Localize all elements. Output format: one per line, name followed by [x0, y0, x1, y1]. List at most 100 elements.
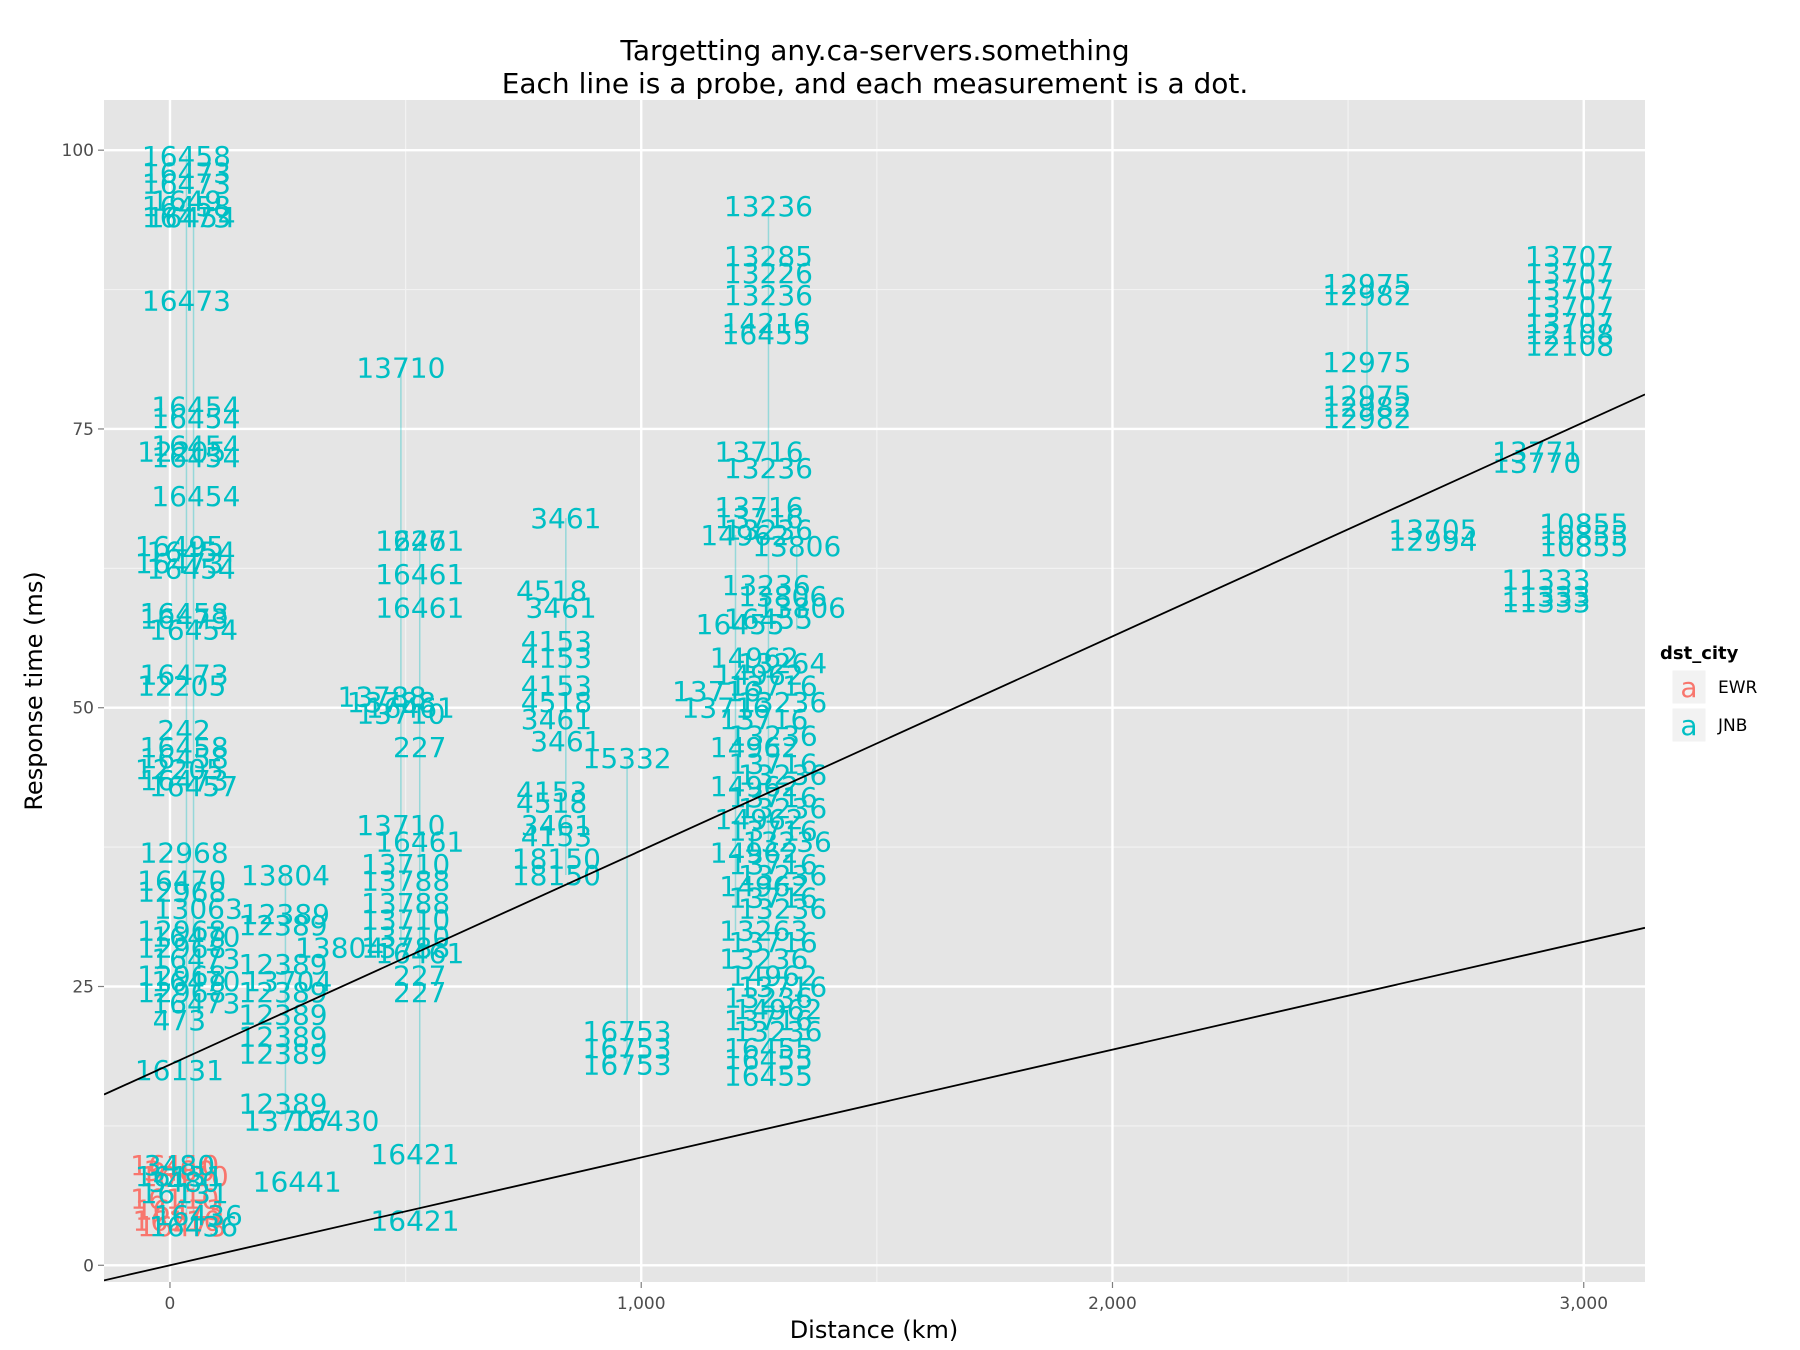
- data-point-jnb: 16470: [151, 965, 240, 998]
- data-point-jnb: 16473: [142, 201, 231, 234]
- data-point-jnb: 3480: [148, 1166, 219, 1199]
- data-point-jnb: 13716: [729, 926, 818, 959]
- data-point-jnb: 13804: [295, 931, 384, 964]
- data-point-jnb: 12975: [1322, 346, 1411, 379]
- data-point-jnb: 13710: [361, 848, 450, 881]
- data-point-jnb: 13236: [743, 826, 832, 859]
- data-point-jnb: 227: [393, 959, 446, 992]
- data-point-jnb: 13716: [682, 692, 771, 725]
- data-point-jnb: 4153: [521, 820, 592, 853]
- plot-panel: [104, 100, 1645, 1282]
- data-point-jnb: 13716: [715, 435, 804, 468]
- data-point-jnb: 13716: [738, 971, 827, 1004]
- data-point-jnb: 13716: [729, 781, 818, 814]
- data-point-jnb: 16461: [375, 524, 464, 557]
- data-point-jnb: 16473: [151, 943, 240, 976]
- data-point-jnb: 16473: [142, 156, 231, 189]
- data-point-jnb: 16436: [149, 1210, 238, 1243]
- data-point-jnb: 16421: [370, 1205, 459, 1238]
- data-point-jnb: 13804: [241, 859, 330, 892]
- data-point-jnb: 12389: [239, 1037, 328, 1070]
- y-tick-label: 100: [62, 141, 94, 161]
- data-point-jnb: 12968: [137, 876, 226, 909]
- data-point-jnb: 16473: [142, 168, 231, 201]
- legend-title: dst_city: [1660, 643, 1739, 664]
- data-point-jnb: 227: [393, 976, 446, 1009]
- data-point-jnb: 13236: [719, 943, 808, 976]
- data-point-jnb: 1649: [151, 184, 222, 217]
- data-point-jnb: 16458: [140, 731, 229, 764]
- data-point-jnb: 16454: [147, 552, 236, 585]
- data-point-jnb: 16473: [151, 987, 240, 1020]
- data-point-jnb: 12205: [135, 753, 224, 786]
- data-point-jnb: 16461: [375, 826, 464, 859]
- data-point-jnb: 14962: [729, 959, 818, 992]
- data-point-jnb: 13716: [715, 491, 804, 524]
- data-point-jnb: 3461: [530, 502, 601, 535]
- data-point-jnb: 13285: [724, 240, 813, 273]
- data-point-jnb: 3461: [530, 725, 601, 758]
- y-tick-label: 0: [83, 1256, 94, 1276]
- data-point-jnb: 13707: [243, 1104, 332, 1137]
- data-point-jnb: 16454: [151, 480, 240, 513]
- data-point-jnb: 13236: [733, 1015, 822, 1048]
- reference-lines: [104, 393, 1645, 1282]
- data-point-ewr: 16473: [137, 1210, 226, 1243]
- data-point-ewr: 16110: [140, 1160, 229, 1193]
- data-point-jnb: 16131: [135, 1054, 224, 1087]
- data-point-jnb: 12205: [137, 435, 226, 468]
- x-axis-title: Distance (km): [790, 1316, 959, 1344]
- data-point-jnb: 15332: [583, 742, 672, 775]
- data-point-jnb: 13236: [722, 569, 811, 602]
- data-point-ewr: 16110: [130, 1149, 219, 1182]
- x-axis: 0 1,000 2,000 3,000: [165, 1282, 1608, 1314]
- data-point-jnb: 16454: [151, 430, 240, 463]
- data-point-jnb: 13707: [1525, 290, 1614, 323]
- data-point-jnb: 13716: [672, 675, 761, 708]
- data-point-jnb: 12389: [239, 909, 328, 942]
- data-point-jnb: 242: [157, 714, 210, 747]
- data-point-jnb: 14962: [710, 731, 799, 764]
- data-point-jnb: 16455: [724, 1043, 813, 1076]
- data-point-jnb: 3480: [144, 1149, 215, 1182]
- data-point-jnb: 16455: [722, 318, 811, 351]
- data-point-jnb: 12975: [1322, 380, 1411, 413]
- data-point-jnb: 16436: [154, 1199, 243, 1232]
- x-tick-label: 3,000: [1559, 1294, 1608, 1314]
- data-point-jnb: 13236: [738, 792, 827, 825]
- data-point-jnb: 14962: [710, 837, 799, 870]
- data-point-jnb: 16454: [147, 201, 236, 234]
- data-point-jnb: 13788: [361, 887, 450, 920]
- data-point-jnb: 12389: [239, 1088, 328, 1121]
- data-point-jnb: 16458: [142, 140, 231, 173]
- data-point-jnb: 4518: [521, 686, 592, 719]
- data-point-jnb: 16753: [583, 1015, 672, 1048]
- data-point-jnb: 16458: [140, 597, 229, 630]
- data-point-jnb: 16454: [147, 536, 236, 569]
- data-point-jnb: 12968: [137, 976, 226, 1009]
- grid-minor: [104, 100, 1645, 1282]
- y-tick-label: 50: [72, 699, 94, 719]
- data-point-jnb: 3461: [521, 703, 592, 736]
- data-point-jnb: 13771: [1492, 435, 1581, 468]
- data-point-jnb: 13716: [729, 669, 818, 702]
- data-point-ewr: 16110: [133, 1205, 222, 1238]
- data-point-jnb: 13788: [361, 931, 450, 964]
- data-point-jnb: 13264: [738, 647, 827, 680]
- data-point-ewr: 16110: [130, 1182, 219, 1215]
- data-point-jnb: 13788: [361, 865, 450, 898]
- data-point-jnb: 10855: [1539, 530, 1628, 563]
- data-point-jnb: 16473: [140, 764, 229, 797]
- data-point-jnb: 14216: [722, 307, 811, 340]
- data-point-jnb: 14962: [700, 519, 789, 552]
- data-point-jnb: 13710: [356, 809, 445, 842]
- data-point-jnb: 4153: [516, 775, 587, 808]
- reference-line: [104, 926, 1645, 1282]
- data-point-jnb: 16461: [375, 558, 464, 591]
- data-point-jnb: 12968: [137, 931, 226, 964]
- chart-title: Targetting any.ca-servers.something: [619, 34, 1129, 67]
- data-point-jnb: 16455: [724, 1060, 813, 1093]
- data-point-jnb: 13770: [1492, 446, 1581, 479]
- y-axis: 0 25 50 75 100: [62, 141, 104, 1276]
